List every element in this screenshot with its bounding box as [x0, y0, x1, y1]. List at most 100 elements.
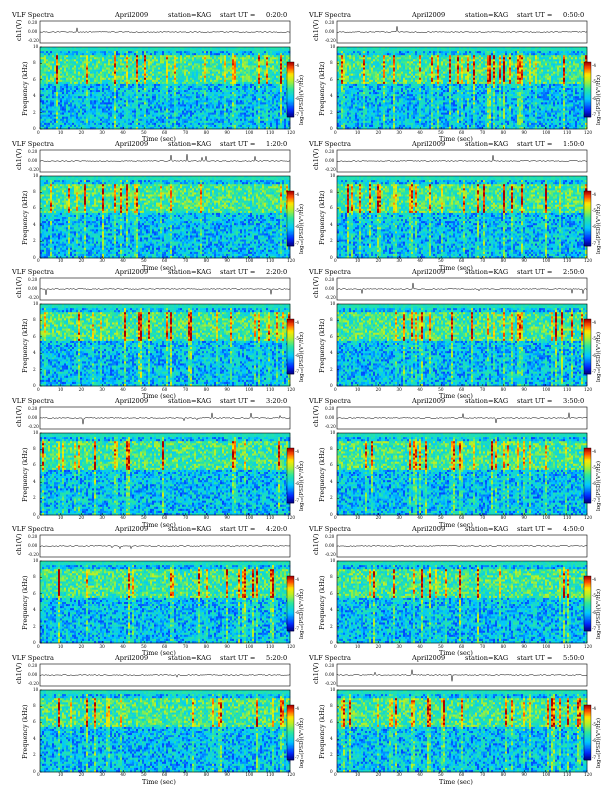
colorbar-tick-label: -4 [592, 193, 596, 197]
x-axis-label: Time (sec) [142, 779, 176, 785]
heatmap-cells [40, 47, 290, 129]
x-tick-label: 80 [501, 259, 506, 263]
heatmap-cells [40, 176, 290, 258]
y-tick-label: 0 [33, 770, 36, 774]
y-tick-label: 4 [330, 351, 333, 355]
colorbar [287, 576, 294, 631]
y-tick-label: 2 [33, 111, 36, 115]
x-tick-label: 80 [204, 516, 209, 520]
ch1-axis-label: ch1(V) [16, 148, 22, 169]
colorbar-label: log₁₀(PSD)(V²/Hz) [597, 589, 603, 639]
x-tick-label: 30 [100, 388, 105, 392]
y-tick-label: 6 [33, 335, 36, 339]
x-tick-label: 40 [417, 259, 422, 263]
ch-tick-label: 0.00 [28, 287, 37, 291]
ch-tick-label: 0.00 [28, 544, 37, 548]
y-tick-label: 8 [330, 61, 333, 65]
spectrogram-panel-5: VLF Spectra April2009 station=KAG start UT … [10, 269, 306, 395]
x-tick-label: 40 [417, 388, 422, 392]
panel-graphics [307, 12, 603, 138]
y-tick-label: 6 [330, 463, 333, 467]
y-axis-label: Frequency (kHz) [319, 704, 325, 758]
x-tick-label: 30 [397, 773, 402, 777]
colorbar [287, 191, 294, 246]
x-tick-label: 50 [438, 516, 443, 520]
x-tick-label: 60 [459, 773, 464, 777]
x-tick-label: 90 [522, 645, 527, 649]
y-tick-label: 6 [33, 463, 36, 467]
x-tick-label: 0 [37, 516, 40, 520]
panel-graphics [10, 12, 306, 138]
ch1-axis-label: ch1(V) [313, 534, 319, 555]
y-tick-label: 8 [33, 447, 36, 451]
y-axis-label: Frequency (kHz) [22, 62, 28, 116]
x-tick-label: 10 [58, 131, 63, 135]
ch-tick-label: -0.20 [325, 296, 336, 300]
ch-tick-label: 0.00 [325, 416, 334, 420]
x-tick-label: 10 [355, 259, 360, 263]
colorbar-tick-label: -4 [592, 707, 596, 711]
colorbar-label: log₁₀(PSD)(V²/Hz) [300, 203, 306, 253]
heatmap-cells [40, 304, 290, 386]
x-tick-label: 70 [480, 773, 485, 777]
panel-graphics [307, 655, 603, 781]
x-tick-label: 120 [287, 388, 295, 392]
x-tick-label: 80 [204, 388, 209, 392]
x-tick-label: 20 [79, 516, 84, 520]
x-tick-label: 110 [266, 131, 274, 135]
x-tick-label: 10 [58, 773, 63, 777]
x-tick-label: 100 [245, 388, 253, 392]
x-tick-label: 110 [563, 645, 571, 649]
x-tick-label: 120 [584, 388, 592, 392]
x-tick-label: 40 [120, 516, 125, 520]
ch1-axis-label: ch1(V) [313, 277, 319, 298]
ch1-axis-label: ch1(V) [313, 148, 319, 169]
x-tick-label: 70 [183, 645, 188, 649]
colorbar-tick-label: -4 [295, 450, 299, 454]
x-tick-label: 100 [245, 131, 253, 135]
x-tick-label: 30 [100, 131, 105, 135]
x-tick-label: 0 [334, 259, 337, 263]
x-tick-label: 50 [141, 773, 146, 777]
x-tick-label: 90 [522, 388, 527, 392]
x-tick-label: 120 [584, 645, 592, 649]
x-tick-label: 20 [376, 773, 381, 777]
colorbar-tick-label: -4 [592, 321, 596, 325]
y-tick-label: 2 [330, 753, 333, 757]
ch-tick-label: -0.20 [325, 168, 336, 172]
x-tick-label: 0 [334, 773, 337, 777]
panel-graphics [307, 141, 603, 267]
ch-tick-label: -0.20 [28, 168, 39, 172]
x-tick-label: 70 [183, 388, 188, 392]
spectrogram-panel-10: VLF Spectra April2009 station=KAG start UT … [307, 526, 603, 652]
ch1-axis-label: ch1(V) [313, 20, 319, 41]
x-tick-label: 0 [334, 516, 337, 520]
x-tick-label: 110 [563, 388, 571, 392]
colorbar-tick-label: -4 [592, 64, 596, 68]
spectrogram-panel-9: VLF Spectra April2009 station=KAG start UT … [10, 526, 306, 652]
x-tick-label: 0 [37, 259, 40, 263]
x-tick-label: 110 [563, 516, 571, 520]
colorbar-label: log₁₀(PSD)(V²/Hz) [300, 75, 306, 125]
heatmap-cells [337, 690, 587, 772]
ch1-axis-label: ch1(V) [313, 662, 319, 683]
x-tick-label: 80 [501, 388, 506, 392]
x-tick-label: 20 [376, 645, 381, 649]
x-tick-label: 100 [245, 645, 253, 649]
y-tick-label: 0 [33, 513, 36, 517]
x-tick-label: 20 [79, 259, 84, 263]
y-tick-label: 6 [330, 78, 333, 82]
y-tick-label: 0 [330, 513, 333, 517]
colorbar [584, 576, 591, 631]
x-tick-label: 120 [584, 773, 592, 777]
x-tick-label: 80 [204, 773, 209, 777]
spectrogram-panel-4: VLF Spectra April2009 station=KAG start UT … [307, 141, 603, 267]
x-tick-label: 100 [542, 516, 550, 520]
y-tick-label: 4 [33, 223, 36, 227]
x-tick-label: 70 [183, 131, 188, 135]
x-tick-label: 0 [334, 645, 337, 649]
x-tick-label: 40 [417, 131, 422, 135]
y-axis-label: Frequency (kHz) [319, 576, 325, 630]
ch-tick-label: 0.20 [325, 278, 334, 282]
